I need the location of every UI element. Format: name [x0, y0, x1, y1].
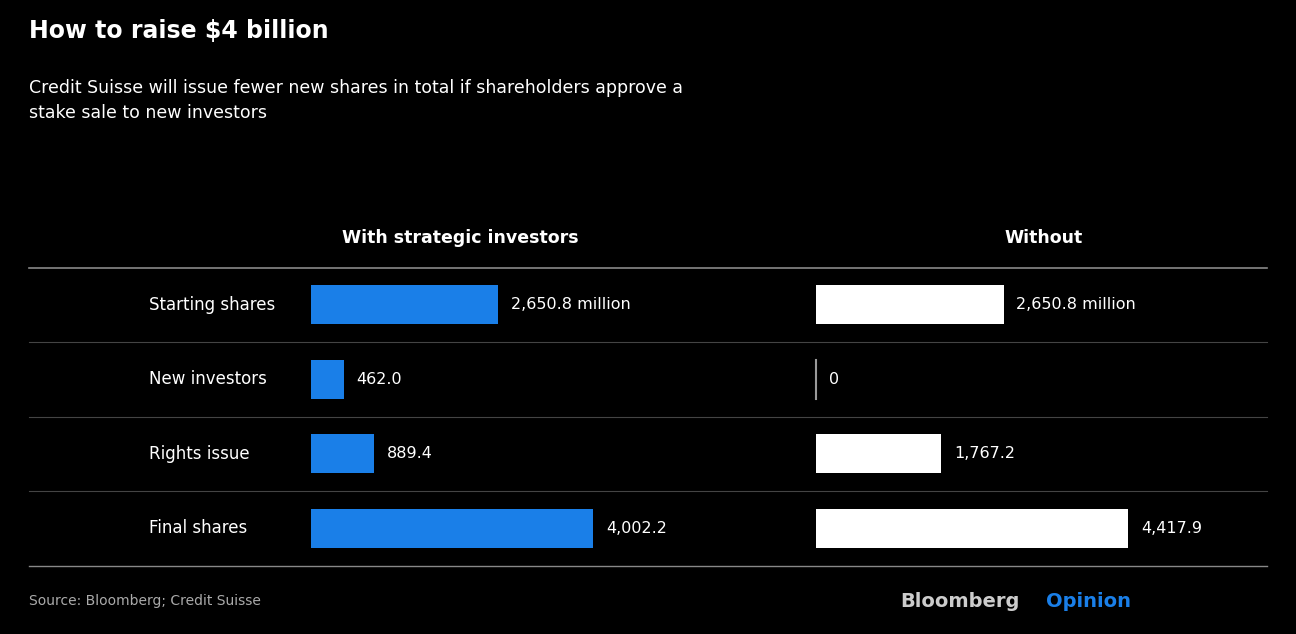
Text: 462.0: 462.0 — [356, 372, 402, 387]
Text: Rights issue: Rights issue — [149, 445, 250, 463]
Text: With strategic investors: With strategic investors — [342, 229, 578, 247]
Text: 4,417.9: 4,417.9 — [1142, 521, 1203, 536]
Text: 889.4: 889.4 — [386, 446, 433, 462]
Text: Credit Suisse will issue fewer new shares in total if shareholders approve a
sta: Credit Suisse will issue fewer new share… — [29, 79, 683, 122]
Text: Opinion: Opinion — [1046, 592, 1131, 611]
Text: Without: Without — [1004, 229, 1082, 247]
Bar — [311, 285, 498, 324]
Bar — [311, 434, 373, 473]
Text: How to raise $4 billion: How to raise $4 billion — [29, 19, 328, 43]
Text: 0: 0 — [829, 372, 840, 387]
Bar — [816, 285, 1003, 324]
Text: 2,650.8 million: 2,650.8 million — [511, 297, 631, 313]
Text: Bloomberg: Bloomberg — [901, 592, 1020, 611]
Text: New investors: New investors — [149, 370, 267, 388]
Bar — [311, 509, 594, 548]
Text: Final shares: Final shares — [149, 519, 248, 537]
Text: 4,002.2: 4,002.2 — [607, 521, 667, 536]
Text: 1,767.2: 1,767.2 — [954, 446, 1015, 462]
Text: 2,650.8 million: 2,650.8 million — [1016, 297, 1137, 313]
Bar — [816, 434, 941, 473]
Text: Source: Bloomberg; Credit Suisse: Source: Bloomberg; Credit Suisse — [29, 594, 260, 608]
Bar — [816, 509, 1129, 548]
Bar — [311, 360, 343, 399]
Text: Starting shares: Starting shares — [149, 296, 275, 314]
